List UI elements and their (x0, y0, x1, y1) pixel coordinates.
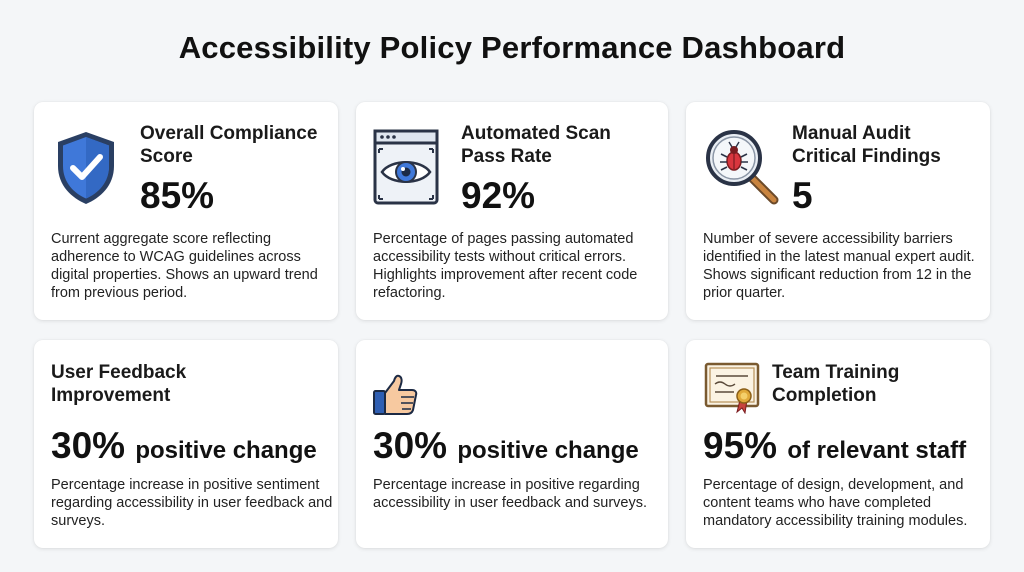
positive-change-value: 30% positive change (373, 425, 639, 466)
manual-audit-description: Number of severe accessibility barriers … (703, 231, 975, 301)
thumbs-up-icon (372, 374, 418, 421)
team-training-description: Percentage of design, development, and c… (703, 477, 968, 529)
compliance-score-description: Current aggregate score reflecting adher… (51, 231, 318, 301)
magnifier-bug-icon (704, 128, 780, 213)
manual-audit-card: Manual Audit Critical Findings 5 Number … (686, 102, 990, 320)
positive-change-card: 30% positive change Percentage increase … (356, 340, 668, 548)
team-training-label: Team Training Completion (772, 362, 900, 406)
manual-audit-label: Manual Audit Critical Findings (792, 123, 941, 167)
positive-change-description: Percentage increase in positive regardin… (373, 477, 648, 511)
automated-scan-card: Automated Scan Pass Rate 92% Percentage … (356, 102, 668, 320)
compliance-score-value: 85% (140, 175, 215, 216)
user-feedback-label: User Feedback Improvement (51, 362, 187, 406)
user-feedback-card: User Feedback Improvement 30% positive c… (34, 340, 338, 548)
automated-scan-label: Automated Scan Pass Rate (461, 123, 611, 167)
automated-scan-value: 92% (461, 175, 536, 216)
manual-audit-value: 5 (792, 175, 813, 216)
automated-scan-description: Percentage of pages passing automated ac… (373, 231, 638, 301)
page-title: Accessibility Policy Performance Dashboa… (178, 30, 846, 65)
team-training-value: 95% of relevant staff (703, 425, 967, 466)
shield-check-icon (54, 128, 118, 213)
certificate-icon (704, 362, 760, 419)
user-feedback-value: 30% positive change (51, 425, 317, 466)
user-feedback-description: Percentage increase in positive sentimen… (51, 477, 333, 529)
compliance-score-label: Overall Compliance Score (140, 123, 318, 167)
team-training-card: Team Training Completion 95% of relevant… (686, 340, 990, 548)
compliance-score-card: Overall Compliance Score 85% Current agg… (34, 102, 338, 320)
eye-browser-icon (373, 129, 439, 210)
